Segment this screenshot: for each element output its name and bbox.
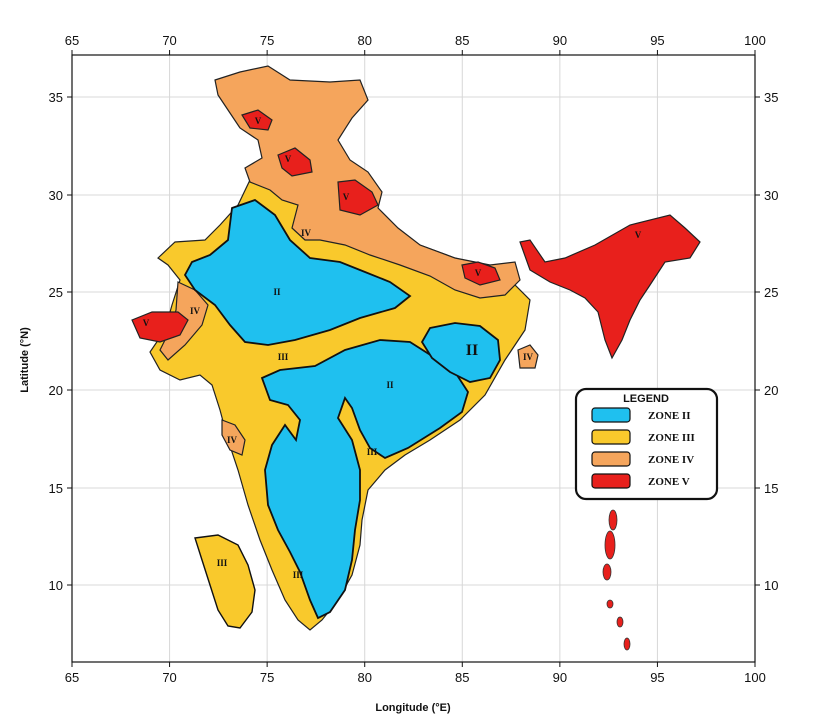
legend-swatch bbox=[591, 473, 631, 489]
x-tick-label-top: 65 bbox=[65, 33, 79, 48]
zone-iv-north bbox=[214, 65, 521, 299]
legend-label: ZONE II bbox=[648, 410, 691, 422]
zone-label-zone-ii: II bbox=[466, 342, 478, 359]
zone-iv-bengal bbox=[517, 344, 539, 369]
legend-title: LEGEND bbox=[623, 393, 669, 405]
zone-label-zone-ii: II bbox=[386, 380, 394, 390]
zone-ii-west bbox=[183, 198, 412, 346]
y-tick-label-right: 20 bbox=[764, 383, 778, 398]
zone-label-zone-iv: IV bbox=[227, 435, 238, 445]
zone-label-zone-iv: IV bbox=[301, 228, 312, 238]
x-tick-label-bottom: 100 bbox=[744, 670, 766, 685]
longitude-ticks: 65 65 70 70 75 75 80 80 85 85 90 90 95 95 100 100 bbox=[65, 33, 766, 685]
y-tick-label-right: 35 bbox=[764, 90, 778, 105]
legend-label: ZONE IV bbox=[648, 454, 694, 466]
zone-label-zone-iv: IV bbox=[523, 352, 534, 362]
zone-label-zone-v: V bbox=[475, 268, 482, 278]
y-tick-label-left: 35 bbox=[49, 90, 63, 105]
x-tick-label-bottom: 70 bbox=[162, 670, 176, 685]
zone-label-zone-v: V bbox=[255, 116, 262, 126]
zone-label-zone-iii: III bbox=[293, 570, 304, 580]
zone-v-bihar bbox=[461, 261, 501, 286]
zone-v-himachal bbox=[277, 147, 313, 177]
x-tick-label-top: 90 bbox=[553, 33, 567, 48]
y-tick-label-left: 30 bbox=[49, 188, 63, 203]
y-tick-label-right: 25 bbox=[764, 285, 778, 300]
zone-label-zone-ii: II bbox=[273, 287, 281, 297]
zone-v-kutch bbox=[131, 311, 189, 343]
legend-swatch bbox=[591, 451, 631, 467]
x-axis-title: Longitude (°E) bbox=[375, 702, 451, 714]
y-axis-title: Latitude (°N) bbox=[19, 327, 31, 393]
zone-v-uttarakhand bbox=[337, 179, 379, 216]
zone-label-zone-v: V bbox=[285, 154, 292, 164]
y-tick-label-left: 25 bbox=[49, 285, 63, 300]
x-tick-label-top: 85 bbox=[455, 33, 469, 48]
x-tick-label-top: 75 bbox=[260, 33, 274, 48]
zone-label-zone-v: V bbox=[143, 318, 150, 328]
legend-swatch bbox=[591, 429, 631, 445]
x-tick-label-bottom: 75 bbox=[260, 670, 274, 685]
andaman-nicobar-islands bbox=[602, 509, 631, 651]
y-tick-label-left: 20 bbox=[49, 383, 63, 398]
zone-label-zone-iii: III bbox=[217, 558, 228, 568]
zone-iv-koyna bbox=[221, 419, 246, 456]
x-tick-label-top: 80 bbox=[357, 33, 371, 48]
legend: LEGEND ZONE II ZONE III ZONE IV ZONE V bbox=[574, 387, 719, 501]
zone-label-zone-iv: IV bbox=[190, 306, 201, 316]
x-tick-label-bottom: 65 bbox=[65, 670, 79, 685]
x-tick-label-bottom: 80 bbox=[357, 670, 371, 685]
y-tick-label-right: 15 bbox=[764, 481, 778, 496]
zone-label-zone-v: V bbox=[635, 230, 642, 240]
y-tick-label-right: 10 bbox=[764, 578, 778, 593]
x-tick-label-top: 100 bbox=[744, 33, 766, 48]
zone-label-zone-iii: III bbox=[278, 352, 289, 362]
zone-ii-east bbox=[420, 322, 501, 383]
y-tick-label-left: 10 bbox=[49, 578, 63, 593]
zone-v-kashmir bbox=[241, 109, 273, 131]
x-tick-label-bottom: 95 bbox=[650, 670, 664, 685]
y-tick-label-left: 15 bbox=[49, 481, 63, 496]
zone-label-zone-v: V bbox=[343, 192, 350, 202]
latitude-ticks: 10 10 15 15 20 20 25 25 30 30 35 35 bbox=[49, 90, 779, 593]
x-tick-label-bottom: 90 bbox=[553, 670, 567, 685]
x-tick-label-top: 95 bbox=[650, 33, 664, 48]
x-tick-label-top: 70 bbox=[162, 33, 176, 48]
y-tick-label-right: 30 bbox=[764, 188, 778, 203]
legend-swatch bbox=[591, 407, 631, 423]
legend-label: ZONE V bbox=[648, 476, 690, 488]
x-tick-label-bottom: 85 bbox=[455, 670, 469, 685]
zone-v-northeast bbox=[519, 214, 701, 360]
zone-label-zone-iii: III bbox=[367, 447, 378, 457]
zone-iii-lakshadweep bbox=[194, 534, 256, 629]
legend-label: ZONE III bbox=[648, 432, 695, 444]
map-frame bbox=[71, 54, 756, 663]
